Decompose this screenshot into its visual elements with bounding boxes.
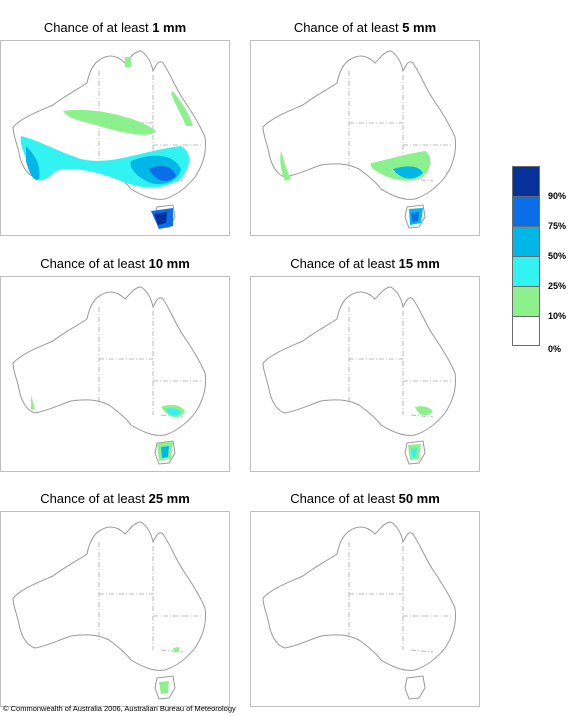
legend-label-25: 25%: [548, 281, 567, 291]
rain-probability-overlay: [408, 406, 433, 460]
legend-label-75: 75%: [548, 221, 567, 231]
legend-label-0: 0%: [548, 344, 562, 354]
rain-probability-overlay: [280, 151, 431, 225]
panel-title: Chance of at least 15 mm: [290, 256, 440, 271]
panel-title: Chance of at least 10 mm: [40, 256, 190, 271]
panel-title: Chance of at least 25 mm: [40, 491, 190, 506]
map-frame: [250, 276, 480, 472]
map-frame: [0, 276, 230, 472]
map-frame: [0, 40, 230, 236]
legend-swatch-75-90: [512, 196, 540, 226]
rain-probability-overlay: [31, 395, 185, 461]
rain-probability-overlay: [20, 57, 193, 229]
map-frame: [0, 511, 230, 707]
map-frame: [250, 511, 480, 707]
legend-label-10: 10%: [548, 311, 567, 321]
legend-label-90: 90%: [548, 191, 567, 201]
legend-swatch-50-75: [512, 226, 540, 256]
legend-swatch-90-100: [512, 166, 540, 196]
legend-label-50: 50%: [548, 251, 567, 261]
copyright-notice: © Commonwealth of Australia 2006, Austra…: [3, 704, 236, 713]
panel-title: Chance of at least 50 mm: [290, 491, 440, 506]
rain-probability-overlay: [159, 647, 179, 694]
legend-swatch-25-50: [512, 256, 540, 286]
legend-swatch-0-10: [512, 316, 540, 346]
legend-swatch-10-25: [512, 286, 540, 316]
map-frame: [250, 40, 480, 236]
panel-title: Chance of at least 1 mm: [43, 20, 187, 35]
panel-title: Chance of at least 5 mm: [293, 20, 437, 35]
